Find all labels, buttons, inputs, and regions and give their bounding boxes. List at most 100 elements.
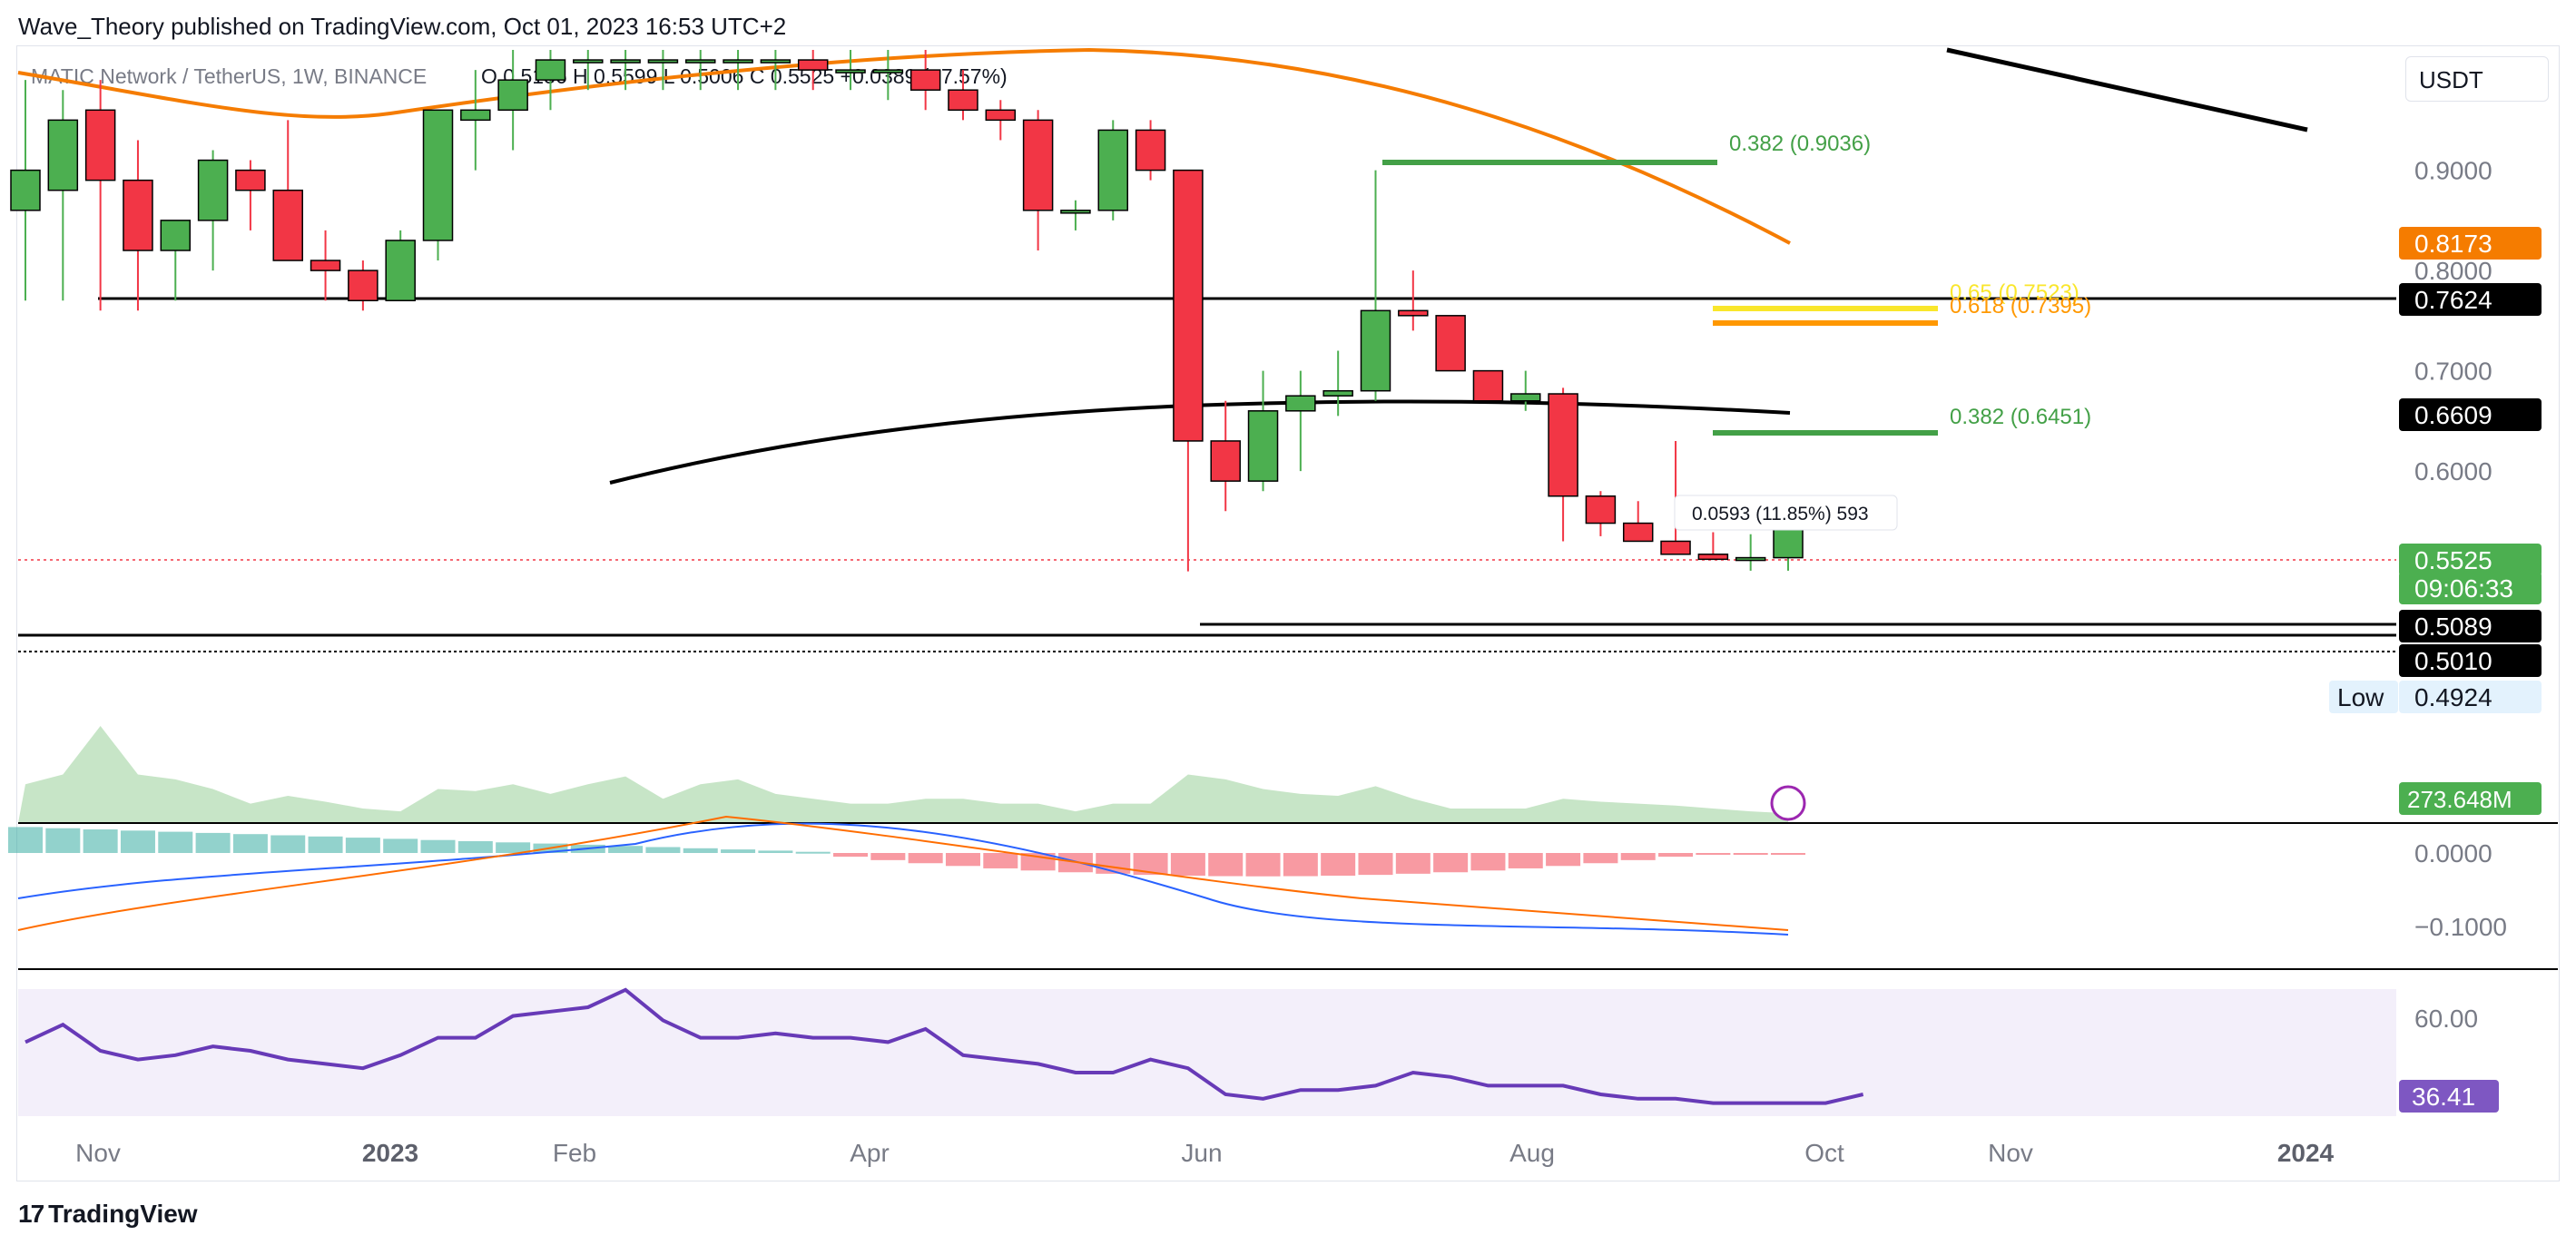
candle-body — [197, 159, 229, 221]
volume-label: 273.648M — [2407, 786, 2512, 813]
candle-body — [872, 69, 904, 74]
macd-histogram-bar — [457, 841, 493, 853]
macd-histogram-bar — [195, 832, 231, 853]
price-label: 0.7624 — [2414, 286, 2492, 314]
macd-histogram-bar — [1771, 853, 1805, 855]
macd-histogram-bar — [1395, 853, 1431, 874]
macd-histogram-bar — [721, 849, 756, 853]
price-label: 0.5525 — [2414, 546, 2492, 574]
macd-histogram-bar — [1508, 853, 1543, 868]
candle-body — [385, 240, 416, 302]
macd-histogram-bar — [383, 838, 418, 853]
macd-histogram-bar — [983, 853, 1018, 868]
time-tick: Nov — [75, 1139, 121, 1167]
macd-histogram-bar — [308, 836, 343, 853]
price-tick: 0.7000 — [2414, 358, 2492, 386]
price-tick: 0.6000 — [2414, 457, 2492, 485]
low-label: Low — [2337, 683, 2384, 711]
price-tick: 0.9000 — [2414, 157, 2492, 185]
candle-body — [1210, 440, 1241, 482]
macd-histogram-bar — [1620, 853, 1656, 860]
price-label: 0.8173 — [2414, 230, 2492, 258]
price-label: 0.4924 — [2414, 683, 2492, 711]
fib-label: 0.382 (0.9036) — [1729, 132, 1871, 156]
macd-histogram-bar — [758, 850, 793, 853]
price-label-bg — [2399, 227, 2542, 260]
candle-body — [797, 59, 829, 71]
candle-body — [160, 220, 192, 251]
candle-body — [348, 270, 379, 302]
price-label-bg — [2399, 398, 2542, 431]
candle-body — [647, 59, 679, 64]
candle-body — [1548, 393, 1578, 497]
macd-histogram-bar — [232, 834, 268, 853]
price-label-bg — [2399, 681, 2542, 713]
macd-signal-line — [17, 815, 1789, 931]
candle-body — [948, 89, 978, 112]
fib-label: 0.618 (0.7395) — [1950, 294, 2091, 319]
time-tick: Jun — [1181, 1139, 1222, 1167]
price-label-bg — [2399, 572, 2542, 604]
macd-histogram-bar — [1696, 853, 1731, 855]
candle-body — [422, 109, 454, 241]
macd-tick: 0.0000 — [2414, 839, 2492, 868]
price-label: 09:06:33 — [2414, 574, 2513, 603]
macd-histogram-bar — [496, 842, 531, 853]
macd-histogram-bar — [1470, 853, 1506, 871]
macd-histogram-bar — [870, 853, 906, 860]
macd-histogram-bar — [1170, 853, 1205, 876]
time-tick: 2023 — [362, 1139, 418, 1167]
macd-histogram-bar — [608, 846, 644, 853]
candle-body — [460, 109, 491, 122]
rsi-value-bg — [2399, 1080, 2499, 1113]
time-tick: 2024 — [2277, 1139, 2335, 1167]
price-label-bg — [2399, 544, 2542, 576]
time-tick: Nov — [1988, 1139, 2033, 1167]
candle-body — [1360, 309, 1391, 392]
macd-histogram-bar — [270, 835, 306, 853]
candle-body — [573, 59, 604, 64]
macd-histogram-bar — [8, 827, 43, 853]
measure-tooltip-bg — [1674, 495, 1898, 531]
tradingview-logo[interactable]: 17 TradingView — [18, 1200, 198, 1229]
candle-body — [1697, 554, 1729, 561]
candle-body — [1247, 410, 1279, 482]
macd-histogram-bar — [345, 838, 380, 853]
symbol-label: MATIC Network / TetherUS, 1W, BINANCE — [31, 64, 427, 88]
candle-body — [909, 69, 941, 91]
candle-body — [535, 59, 566, 81]
price-label-bg — [2399, 610, 2542, 642]
macd-histogram-bar — [1283, 853, 1318, 877]
macd-histogram-bar — [1433, 853, 1469, 873]
macd-histogram-bar — [1321, 853, 1356, 876]
candle-body — [760, 59, 791, 64]
rsi-value: 36.41 — [2412, 1083, 2475, 1111]
price-label-bg — [2399, 644, 2542, 677]
currency-button[interactable]: USDT — [2405, 56, 2549, 102]
macd-histogram-bar — [1658, 853, 1694, 858]
candle-body — [497, 79, 528, 112]
candle-body — [1022, 119, 1054, 211]
macd-histogram-bar — [45, 828, 81, 853]
candle-body — [684, 59, 716, 64]
macd-histogram-bar — [833, 853, 869, 858]
macd-histogram-bar — [683, 848, 718, 853]
price-label: 0.5010 — [2414, 647, 2492, 675]
candle-body — [1622, 522, 1654, 543]
low-label-bg — [2329, 681, 2398, 713]
macd-histogram-bar — [158, 831, 193, 853]
time-tick: Aug — [1509, 1139, 1555, 1167]
candle-body — [1510, 393, 1541, 402]
rsi-band — [18, 989, 2396, 1116]
volume-area — [18, 726, 1788, 823]
macd-histogram-bar — [645, 847, 681, 853]
candle-body — [1435, 315, 1466, 372]
candle-body — [1097, 129, 1129, 211]
time-tick: Apr — [850, 1139, 890, 1167]
macd-histogram-bar — [945, 853, 980, 867]
macd-line — [17, 822, 1789, 936]
tradingview-brand-text: TradingView — [48, 1200, 198, 1228]
macd-histogram-bar — [1208, 853, 1244, 877]
macd-histogram-bar — [795, 851, 831, 854]
